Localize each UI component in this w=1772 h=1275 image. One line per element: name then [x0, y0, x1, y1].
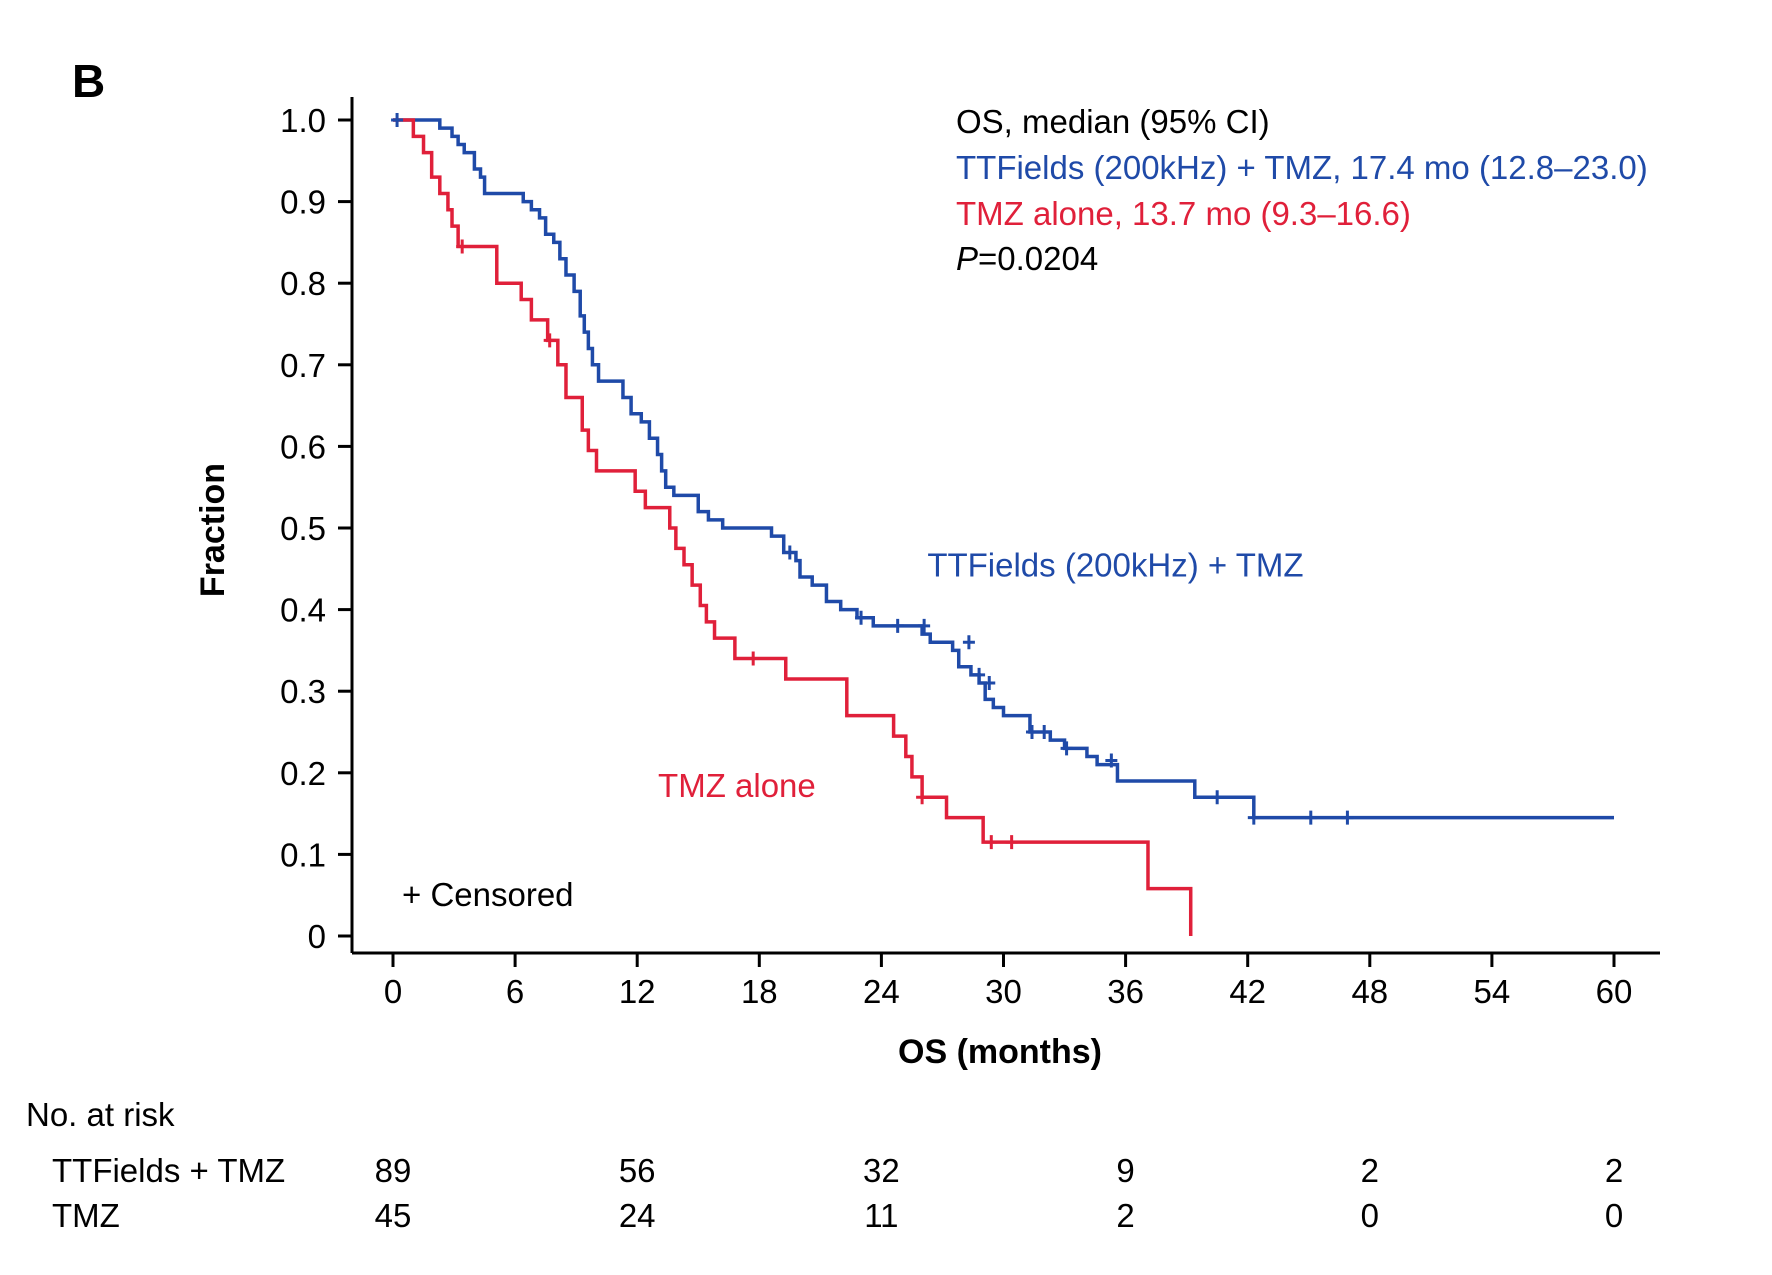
p-value: P=0.0204 [956, 240, 1098, 277]
legend: OS, median (95% CI) TTFields (200kHz) + … [956, 103, 1648, 277]
censor-mark [962, 635, 975, 650]
risk-row-label: TTFields + TMZ [52, 1152, 285, 1189]
y-tick-label: 1.0 [280, 102, 326, 139]
curve-label: TMZ alone [658, 767, 816, 804]
risk-value: 24 [619, 1197, 656, 1234]
risk-value: 32 [863, 1152, 900, 1189]
censor-mark [1304, 810, 1317, 825]
p-value-text: =0.0204 [978, 240, 1098, 277]
curve-label: TTFields (200kHz) + TMZ [927, 547, 1303, 584]
y-tick-label: 0.8 [280, 265, 326, 302]
legend-header: OS, median (95% CI) [956, 103, 1270, 140]
risk-value: 89 [375, 1152, 412, 1189]
x-tick-label: 60 [1596, 973, 1633, 1010]
censor-mark [1105, 753, 1118, 768]
axis-ticks: 0 0.1 0.2 0.3 0.4 0.5 0.6 0.7 0.8 0.9 1.0 0 6 12 18 24 3… [280, 102, 1632, 1010]
y-tick-label: 0.7 [280, 347, 326, 384]
y-tick-label: 0 [308, 918, 326, 955]
x-tick-label: 30 [985, 973, 1022, 1010]
axes [350, 97, 1660, 955]
censor-mark [1247, 810, 1260, 825]
x-tick-label: 18 [741, 973, 778, 1010]
censored-note: + Censored [402, 876, 574, 913]
censor-mark [983, 676, 996, 691]
risk-value: 0 [1605, 1197, 1623, 1234]
risk-value: 9 [1116, 1152, 1134, 1189]
y-tick-label: 0.4 [280, 592, 326, 629]
x-tick-label: 0 [384, 973, 402, 1010]
censor-mark [973, 667, 986, 682]
risk-table-title: No. at risk [26, 1096, 175, 1133]
censor-mark [747, 651, 760, 666]
x-tick-label: 6 [506, 973, 524, 1010]
risk-value: 2 [1605, 1152, 1623, 1189]
risk-value: 0 [1361, 1197, 1379, 1234]
x-axis-title: OS (months) [898, 1033, 1102, 1071]
censor-mark [1060, 741, 1073, 756]
risk-value: 2 [1116, 1197, 1134, 1234]
censor-mark [1211, 790, 1224, 805]
censor-mark [891, 618, 904, 633]
risk-value: 45 [375, 1197, 412, 1234]
risk-value: 11 [864, 1197, 898, 1234]
censor-mark [543, 333, 556, 348]
y-tick-label: 0.5 [280, 510, 326, 547]
censor-mark [783, 545, 796, 560]
y-tick-label: 0.3 [280, 673, 326, 710]
survival-curve-tmz-alone [393, 118, 1193, 936]
survival-curves [393, 118, 1614, 936]
censor-mark [1005, 835, 1018, 850]
x-tick-label: 12 [619, 973, 656, 1010]
legend-entry-tmz: TMZ alone, 13.7 mo (9.3–16.6) [956, 195, 1411, 232]
censor-mark [1038, 725, 1051, 739]
risk-row-label: TMZ [52, 1197, 120, 1234]
x-tick-label: 36 [1107, 973, 1144, 1010]
censor-mark [918, 618, 931, 633]
panel-label: B [72, 55, 105, 107]
y-tick-label: 0.9 [280, 184, 326, 221]
x-tick-label: 24 [863, 973, 900, 1010]
y-tick-label: 0.1 [280, 836, 326, 873]
censor-mark [391, 113, 404, 127]
legend-entry-ttfields: TTFields (200kHz) + TMZ, 17.4 mo (12.8–2… [956, 149, 1648, 186]
x-tick-label: 54 [1474, 973, 1511, 1010]
y-tick-label: 0.2 [280, 755, 326, 792]
censor-mark [1341, 810, 1354, 825]
y-axis-title: Fraction [194, 463, 232, 597]
survival-curve-ttfields-tmz [393, 118, 1614, 820]
censor-mark [855, 610, 868, 625]
censor-mark [1025, 725, 1038, 739]
x-tick-label: 42 [1229, 973, 1266, 1010]
risk-value: 56 [619, 1152, 656, 1189]
p-value-label: P [956, 240, 978, 277]
risk-value: 2 [1361, 1152, 1379, 1189]
censor-mark [456, 239, 469, 254]
x-tick-label: 48 [1351, 973, 1388, 1010]
censor-mark [916, 790, 929, 805]
censor-mark [985, 835, 998, 850]
censor-marks [391, 113, 1354, 850]
curve-annotations: TTFields (200kHz) + TMZ TMZ alone [658, 547, 1303, 804]
y-tick-label: 0.6 [280, 428, 326, 465]
risk-table: No. at risk TTFields + TMZ 89 56 32 9 2 2 TMZ 45 2… [26, 1096, 1623, 1234]
